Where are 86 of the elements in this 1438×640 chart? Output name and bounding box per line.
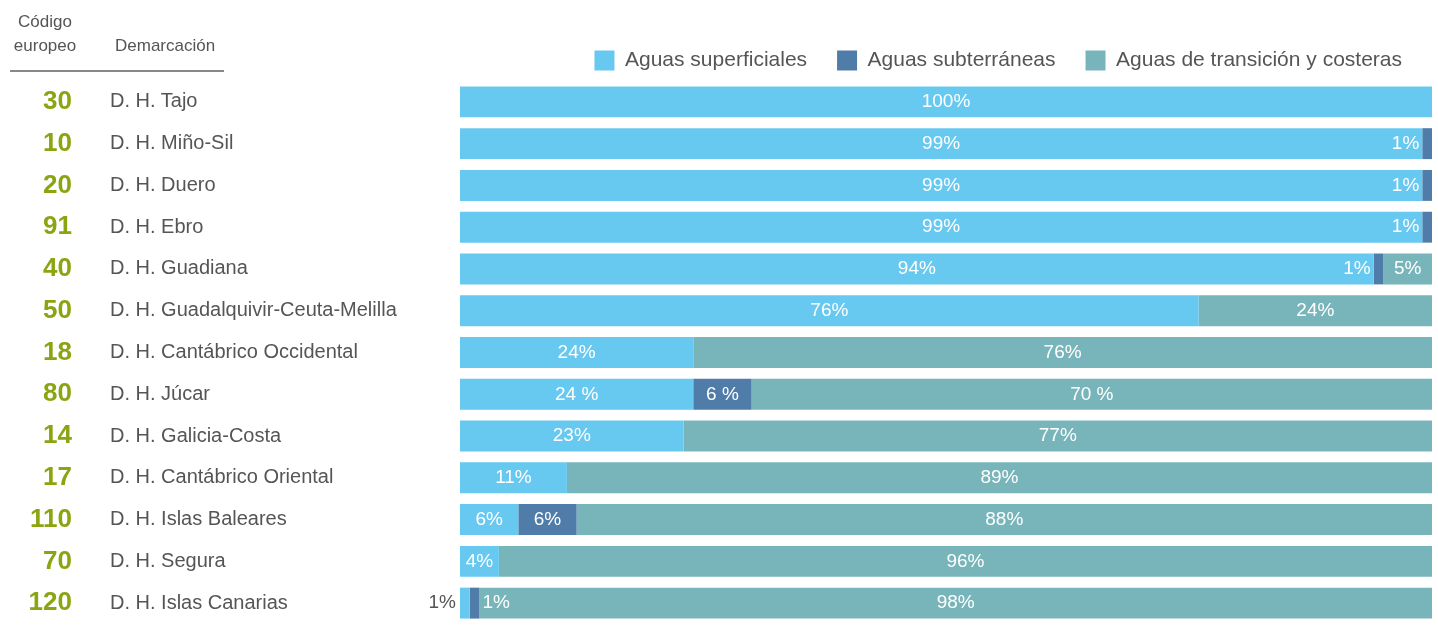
data-label: 5% xyxy=(1393,257,1422,279)
bar xyxy=(460,295,1199,327)
bar xyxy=(479,587,1432,619)
data-label: 100% xyxy=(921,90,971,112)
y-tick-label: D. H. Júcar xyxy=(110,381,211,404)
data-label: 1% xyxy=(1391,131,1420,153)
data-label: 1% xyxy=(482,591,511,613)
text: 18 xyxy=(43,335,72,366)
bar xyxy=(1422,211,1432,243)
data-label: 94% xyxy=(897,257,936,279)
bar xyxy=(460,86,1432,118)
y-tick-label: D. H. Ebro xyxy=(110,214,204,237)
y-tick-label: D. H. Duero xyxy=(110,172,216,195)
y-tick-label: D. H. Islas Baleares xyxy=(110,507,287,530)
y-tick-label: D. H. Islas Canarias xyxy=(110,590,288,613)
y-tick-label: D. H. Miño-Sil xyxy=(110,131,234,154)
text: 120 xyxy=(28,586,72,617)
bar xyxy=(693,337,1432,368)
legend-label: Aguas subterráneas xyxy=(867,47,1056,71)
bar xyxy=(460,420,684,452)
bar xyxy=(683,420,1432,452)
bar xyxy=(1198,295,1432,327)
y-tick-label: D. H. Galicia-Costa xyxy=(110,423,283,446)
text: 50 xyxy=(43,293,72,324)
data-label: 70 % xyxy=(1070,382,1114,404)
bar xyxy=(460,253,1374,285)
y-tick-label: D. H. Tajo xyxy=(110,89,198,112)
data-label: 76% xyxy=(810,298,849,320)
bar xyxy=(1373,253,1384,285)
bar xyxy=(460,337,694,368)
data-label: 99% xyxy=(922,131,961,153)
data-label: 99% xyxy=(922,215,961,237)
y-tick-label: D. H. Cantábrico Oriental xyxy=(110,465,334,488)
bar xyxy=(576,504,1432,536)
text: 30 xyxy=(43,85,72,116)
y-tick-label: D. H. Guadiana xyxy=(110,256,249,279)
bar xyxy=(460,128,1423,160)
data-label: 24% xyxy=(1296,298,1335,320)
y-tick-label: D. H. Cantábrico Occidental xyxy=(110,340,358,363)
data-label: 6% xyxy=(533,507,562,529)
data-label: 98% xyxy=(936,591,975,613)
bar xyxy=(751,378,1432,410)
data-label: 77% xyxy=(1038,424,1077,446)
text: 80 xyxy=(43,377,72,408)
data-label: 23% xyxy=(552,424,591,446)
text: 40 xyxy=(43,252,72,283)
data-label: 24 % xyxy=(554,382,599,404)
legend-label: Aguas de transición y costeras xyxy=(1116,47,1402,71)
text: 17 xyxy=(43,460,72,491)
y-tick-label: D. H. Segura xyxy=(110,548,227,571)
text: 20 xyxy=(43,168,72,199)
bar xyxy=(518,504,577,536)
bar xyxy=(460,378,694,410)
bar xyxy=(566,462,1432,494)
data-label: 1% xyxy=(428,591,457,613)
text: 91 xyxy=(43,210,72,241)
text: Código europeo xyxy=(13,11,77,55)
data-label: 89% xyxy=(980,466,1019,488)
data-label: 6% xyxy=(475,507,503,529)
bar xyxy=(469,587,480,619)
data-label: 6 % xyxy=(706,382,739,404)
bar xyxy=(460,587,470,619)
bar xyxy=(693,378,752,410)
data-label: 1% xyxy=(1391,173,1420,195)
data-label: 76% xyxy=(1043,340,1082,362)
y-axis-title: Demarcación xyxy=(115,35,216,55)
y-tick-label: D. H. Guadalquivir-Ceuta-Melilla xyxy=(110,298,398,321)
data-label: 4% xyxy=(465,549,494,571)
data-label: 96% xyxy=(946,549,985,571)
data-label: 1% xyxy=(1391,215,1420,237)
text: 70 xyxy=(43,544,72,575)
text: 110 xyxy=(30,502,72,533)
bar xyxy=(1422,169,1432,201)
data-label: 88% xyxy=(985,507,1024,529)
bar xyxy=(1422,128,1432,160)
bar xyxy=(460,169,1423,201)
bar xyxy=(460,462,567,494)
data-label: 99% xyxy=(922,173,961,195)
data-label: 24% xyxy=(557,340,596,362)
text: 10 xyxy=(43,126,72,157)
data-label: 1% xyxy=(1343,257,1371,279)
text: 14 xyxy=(43,419,73,450)
bar xyxy=(460,211,1423,243)
legend-label: Aguas superficiales xyxy=(624,47,808,71)
bar xyxy=(498,545,1432,577)
data-label: 11% xyxy=(495,466,532,488)
